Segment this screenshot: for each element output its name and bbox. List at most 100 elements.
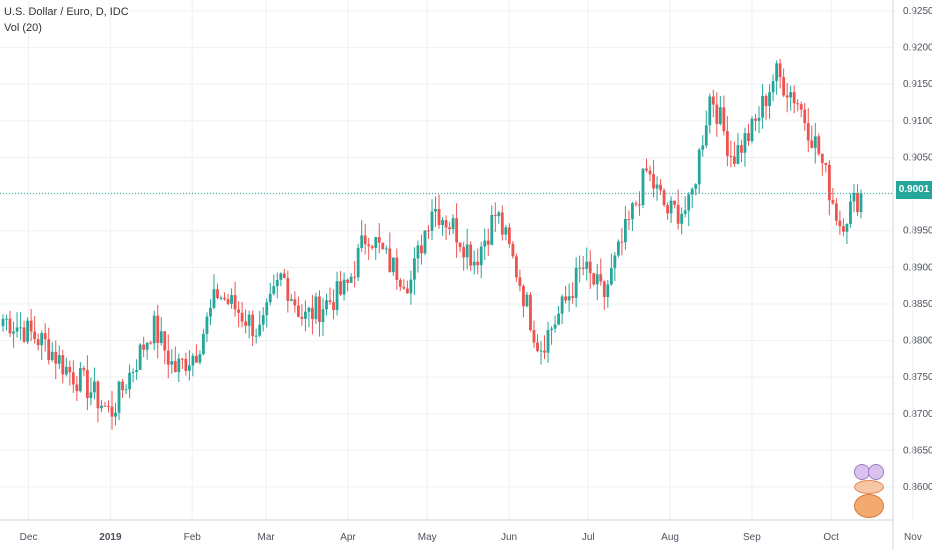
candle-body bbox=[353, 276, 357, 278]
candle-body bbox=[391, 257, 395, 273]
candle-body bbox=[293, 299, 297, 306]
candle-body bbox=[50, 351, 54, 360]
candle-body bbox=[230, 295, 233, 304]
candle-body bbox=[711, 96, 715, 105]
candle-body bbox=[107, 406, 110, 408]
candle-body bbox=[47, 339, 51, 360]
x-tick-label: Apr bbox=[340, 532, 356, 543]
earnings-event-icon[interactable] bbox=[868, 464, 884, 480]
candle-body bbox=[135, 369, 139, 372]
candle-body bbox=[557, 313, 560, 325]
candle-body bbox=[254, 335, 258, 337]
candle-body bbox=[307, 307, 311, 312]
candle-body bbox=[455, 218, 459, 243]
candle-body bbox=[75, 384, 79, 392]
x-tick-label: Dec bbox=[20, 532, 38, 543]
candle-body bbox=[40, 333, 44, 346]
candle-body bbox=[599, 274, 603, 282]
y-tick-label: 0.8800 bbox=[903, 336, 932, 347]
candle-body bbox=[479, 246, 483, 266]
candle-body bbox=[852, 192, 856, 202]
candle-body bbox=[578, 267, 582, 269]
candle-body bbox=[824, 162, 828, 165]
candle-body bbox=[15, 327, 19, 332]
candle-body bbox=[114, 412, 117, 417]
x-tick-label: May bbox=[418, 532, 437, 543]
candle-body bbox=[771, 81, 775, 93]
candle-body bbox=[416, 245, 420, 259]
candle-body bbox=[121, 381, 124, 391]
candle-body bbox=[170, 361, 174, 365]
candle-body bbox=[205, 316, 209, 334]
candle-body bbox=[349, 276, 353, 283]
candle-body bbox=[173, 361, 177, 373]
candle-body bbox=[423, 230, 427, 254]
symbol-title[interactable]: U.S. Dollar / Euro, D, IDC bbox=[4, 6, 129, 18]
y-tick-label: 0.9100 bbox=[903, 116, 932, 127]
candle-body bbox=[588, 261, 592, 274]
candle-body bbox=[184, 358, 188, 371]
candle-body bbox=[388, 248, 392, 273]
candle-body bbox=[683, 210, 687, 214]
economic-event-icon[interactable] bbox=[854, 480, 884, 494]
candle-body bbox=[539, 350, 543, 352]
candle-body bbox=[180, 358, 184, 360]
candle-body bbox=[834, 203, 838, 221]
candle-body bbox=[117, 381, 121, 413]
candle-body bbox=[680, 213, 684, 224]
candle-body bbox=[592, 273, 596, 285]
candle-body bbox=[240, 312, 244, 322]
events-flag-icon[interactable] bbox=[852, 462, 890, 520]
candle-body bbox=[282, 273, 286, 279]
candle-body bbox=[666, 205, 669, 214]
candle-body bbox=[212, 289, 216, 308]
candle-body bbox=[156, 315, 160, 343]
candle-body bbox=[54, 351, 58, 364]
candle-body bbox=[775, 63, 779, 82]
candle-body bbox=[803, 109, 807, 124]
candle-body bbox=[652, 174, 655, 189]
candle-body bbox=[687, 194, 691, 211]
candle-body bbox=[177, 358, 181, 373]
candle-body bbox=[529, 294, 532, 331]
candle-body bbox=[191, 355, 195, 366]
candle-body bbox=[247, 314, 251, 326]
candle-body bbox=[757, 117, 761, 121]
y-tick-label: 0.9200 bbox=[903, 43, 932, 54]
y-tick-label: 0.8650 bbox=[903, 445, 932, 456]
candle-body bbox=[251, 314, 255, 337]
candle-body bbox=[740, 145, 743, 153]
candle-body bbox=[346, 279, 350, 283]
candles-group bbox=[1, 58, 863, 430]
candle-body bbox=[725, 131, 729, 156]
x-tick-label: Mar bbox=[258, 532, 276, 543]
indicator-label[interactable]: Vol (20) bbox=[4, 22, 42, 34]
candle-body bbox=[560, 296, 564, 314]
candle-body bbox=[128, 372, 131, 390]
candle-body bbox=[856, 192, 859, 213]
candle-body bbox=[655, 184, 659, 189]
candle-body bbox=[704, 125, 708, 146]
candle-body bbox=[409, 279, 413, 294]
candle-body bbox=[71, 372, 75, 385]
candle-body bbox=[536, 342, 539, 352]
candle-body bbox=[216, 289, 219, 299]
candle-body bbox=[398, 279, 402, 287]
candle-body bbox=[525, 294, 529, 307]
candle-body bbox=[785, 95, 789, 98]
candle-body bbox=[268, 293, 272, 303]
candle-body bbox=[430, 211, 434, 231]
candle-body bbox=[715, 104, 719, 124]
candle-body bbox=[859, 193, 863, 213]
candle-body bbox=[546, 329, 550, 353]
candle-body bbox=[296, 305, 300, 317]
candle-body bbox=[490, 215, 494, 245]
flag-event-icon[interactable] bbox=[854, 494, 884, 518]
candle-body bbox=[472, 261, 476, 266]
candle-body bbox=[370, 246, 374, 248]
candle-body bbox=[1, 318, 5, 327]
candle-body bbox=[729, 155, 733, 157]
candle-body bbox=[796, 103, 800, 105]
